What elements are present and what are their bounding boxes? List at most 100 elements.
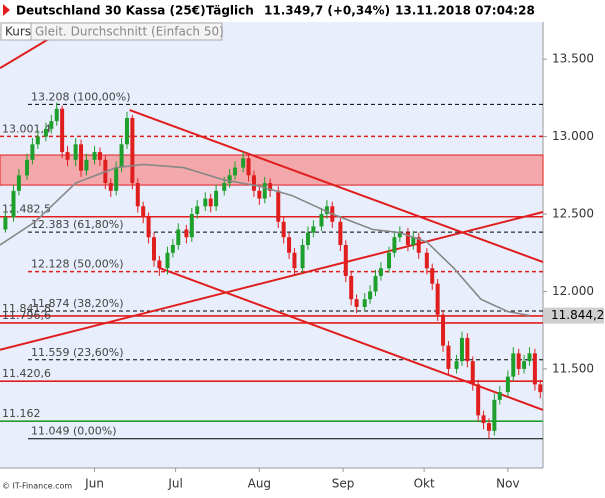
candle-body <box>424 252 429 269</box>
price: 11.349,7 (+0,34%) <box>264 4 390 18</box>
candle-body <box>538 384 543 393</box>
candle-body <box>378 268 383 276</box>
level-label: 11.420,6 <box>2 367 51 380</box>
level-label: 13.208 (100,00%) <box>31 90 131 103</box>
candle-body <box>324 206 329 215</box>
candle-body <box>65 152 70 160</box>
trendline <box>0 37 51 70</box>
candle-body <box>251 175 256 191</box>
candle-body <box>454 361 459 369</box>
candle-body <box>195 206 200 215</box>
candle-body <box>268 183 273 191</box>
candle-body <box>511 353 516 377</box>
candle-body <box>470 361 475 385</box>
candle-body <box>441 314 446 346</box>
candle-body <box>527 353 532 362</box>
y-tick-label: 12.000 <box>552 284 594 298</box>
level-label: 11.559 (23,60%) <box>31 346 124 359</box>
candle-body <box>373 275 378 292</box>
candle-body <box>532 353 537 385</box>
candle-body <box>354 299 359 307</box>
candle-body <box>54 108 59 122</box>
candle-body <box>3 217 8 230</box>
plot-area <box>0 22 543 468</box>
level-label: 12.128 (50,00%) <box>31 258 124 271</box>
candle-body <box>60 108 65 153</box>
candle-body <box>170 245 175 253</box>
candle-body <box>505 376 510 393</box>
candle-body <box>97 152 102 160</box>
x-tick-label: Jul <box>167 477 182 491</box>
candle-body <box>92 152 97 160</box>
candle-body <box>257 190 262 199</box>
candle-body <box>497 392 502 400</box>
candle-body <box>124 118 129 145</box>
candle-body <box>43 128 48 137</box>
candle-body <box>108 183 113 191</box>
candle-body <box>262 183 267 199</box>
y-tick-label: 11.500 <box>552 361 594 375</box>
candle-body <box>73 144 78 160</box>
candle-body <box>114 167 119 191</box>
candle-body <box>130 118 135 184</box>
y-tick-label: 13.500 <box>552 52 594 66</box>
candle-body <box>184 229 189 238</box>
candle-body <box>11 190 16 218</box>
candle-body <box>222 183 227 191</box>
candle-body <box>16 175 21 191</box>
candle-body <box>119 144 124 168</box>
candle-body <box>446 345 451 369</box>
candle-body <box>343 245 348 276</box>
candle-body <box>465 337 470 362</box>
candle-body <box>227 175 232 184</box>
candle-body <box>189 214 194 238</box>
candle-body <box>176 229 181 245</box>
level-label: 13.001,4 <box>2 122 51 135</box>
x-tick-label: Nov <box>496 477 519 491</box>
candle-body <box>362 299 367 307</box>
x-tick-label: Aug <box>248 477 271 491</box>
candle-body <box>214 190 219 207</box>
candle-body <box>287 237 292 253</box>
y-tick-label: 12.500 <box>552 207 594 221</box>
candle-body <box>516 353 521 369</box>
candle-body <box>300 245 305 269</box>
candle-body <box>79 144 84 171</box>
candle-body <box>25 159 30 176</box>
level-label: 11.796,6 <box>2 309 51 322</box>
candle-body <box>203 198 208 207</box>
candle-body <box>459 337 464 362</box>
candle-body <box>146 217 151 238</box>
candle-body <box>481 415 486 424</box>
candle-body <box>349 275 354 300</box>
candle-body <box>392 237 397 253</box>
legend-entry: Gleit. Durchschnitt (Einfach 50) <box>35 25 224 39</box>
candle-body <box>411 237 416 245</box>
zone <box>0 154 544 186</box>
candle-body <box>35 136 40 145</box>
candle-body <box>246 158 251 176</box>
candle-body <box>387 252 392 269</box>
candle-body <box>319 214 324 227</box>
candle-body <box>311 226 316 233</box>
candle-body <box>522 361 527 369</box>
candle-body <box>84 159 89 171</box>
trendline <box>0 211 544 351</box>
candle-body <box>476 384 481 416</box>
candle-body <box>486 423 491 431</box>
y-tick-label: 13.000 <box>552 129 594 143</box>
candle-body <box>157 260 162 269</box>
candle-body <box>281 221 286 238</box>
x-tick-label: Okt <box>414 477 435 491</box>
candle-body <box>292 252 297 269</box>
legend-entry: Kurs <box>5 25 31 39</box>
level-label: 12.383 (61,80%) <box>31 218 124 231</box>
candle-body <box>151 237 156 261</box>
candle-body <box>405 232 410 245</box>
icon <box>3 4 10 16</box>
x-tick-label: Sep <box>332 477 355 491</box>
candle-body <box>338 221 343 245</box>
candle-body <box>492 399 497 431</box>
timestamp: 13.11.2018 07:04:28 <box>395 4 535 18</box>
candle-body <box>241 158 246 168</box>
